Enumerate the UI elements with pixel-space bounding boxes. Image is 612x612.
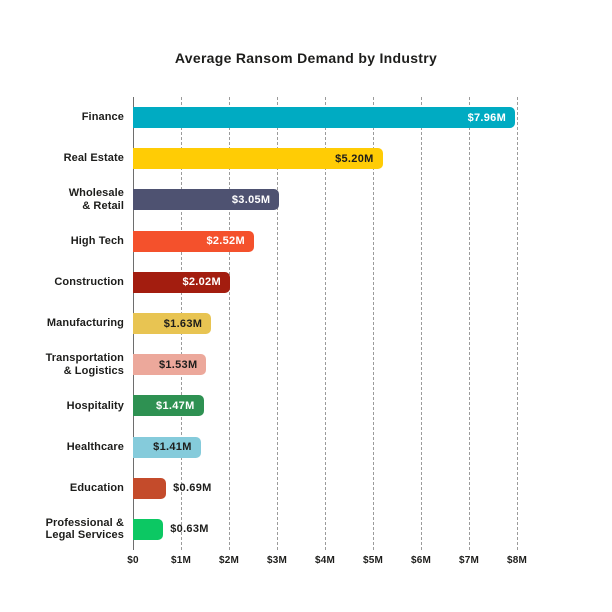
x-tick-label: $8M (506, 555, 528, 566)
bar-row: Finance $7.96M (82, 97, 517, 138)
category-label: High Tech (70, 234, 124, 247)
category-label: Hospitality (66, 399, 124, 412)
bar-row: Real Estate $5.20M (64, 138, 517, 179)
category-label: Transportation & Logistics (45, 352, 124, 377)
bars-layer: Finance $7.96M Real Estate $5.20M Wholesale … (46, 97, 517, 550)
category-label: Finance (81, 111, 124, 124)
x-tick-label: $5M (362, 555, 384, 566)
value-label: $0.69M (173, 482, 212, 495)
x-axis: $0 $1M $2M $3M $4M $5M $6M $7M $8M (127, 555, 527, 571)
bar: $1.63M (133, 313, 212, 335)
value-label: $3.05M (231, 193, 271, 206)
bar-row: Healthcare $1.41M (67, 427, 517, 468)
x-tick-label: $0 (127, 555, 139, 566)
bar: $1.41M (133, 436, 201, 458)
bar-row: Manufacturing $1.63M (47, 303, 517, 344)
gridline (517, 97, 518, 550)
value-label: $1.47M (156, 399, 195, 412)
bar: $7.96M (133, 107, 516, 129)
value-label: $5.20M (335, 152, 374, 165)
value-label: $2.52M (206, 235, 245, 248)
gridline (277, 97, 278, 550)
value-label: $2.02M (182, 276, 221, 289)
bar: $3.05M (133, 189, 280, 211)
x-tick-label: $3M (266, 555, 288, 566)
bar-row: Wholesale & Retail $3.05M (69, 179, 517, 220)
category-label: Healthcare (66, 440, 124, 453)
x-tick-label: $1M (170, 555, 192, 566)
category-label: Wholesale & Retail (68, 187, 124, 212)
gridline (373, 97, 374, 550)
category-label: Professional & Legal Services (45, 516, 124, 542)
chart-title: Average Ransom Demand by Industry (174, 50, 438, 66)
value-label: $1.53M (158, 358, 198, 371)
plot-area: Finance $7.96M Real Estate $5.20M Wholesale … (46, 97, 518, 550)
x-tick-label: $4M (314, 555, 336, 566)
bar: $2.52M (133, 230, 254, 252)
category-label: Manufacturing (46, 317, 124, 330)
x-tick-label: $6M (410, 555, 432, 566)
gridline (325, 97, 326, 550)
value-label: $1.63M (163, 317, 203, 330)
bar: $1.47M (133, 395, 204, 417)
bar: $2.02M (133, 271, 230, 293)
value-label: $1.41M (153, 441, 192, 454)
category-label: Real Estate (63, 152, 124, 165)
category-label: Education (69, 481, 124, 494)
category-label: Construction (54, 276, 124, 289)
bar: $1.53M (133, 354, 207, 376)
value-label: $7.96M (467, 111, 507, 124)
gridline (469, 97, 470, 550)
bar-row: Hospitality $1.47M (67, 385, 517, 426)
gridline (229, 97, 230, 550)
bar (133, 477, 167, 499)
bar-row: Education $0.69M (70, 468, 517, 509)
value-label: $0.63M (170, 523, 209, 536)
bar-row: Professional & Legal Services $0.63M (46, 509, 517, 550)
bar-row: Transportation & Logistics $1.53M (46, 344, 517, 385)
gridline (421, 97, 422, 550)
x-tick-label: $2M (218, 555, 240, 566)
bar-row: Construction $2.02M (54, 262, 517, 303)
bar-row: High Tech $2.52M (71, 221, 517, 262)
bar: $5.20M (133, 148, 383, 170)
bar (133, 518, 164, 540)
x-tick-label: $7M (458, 555, 480, 566)
